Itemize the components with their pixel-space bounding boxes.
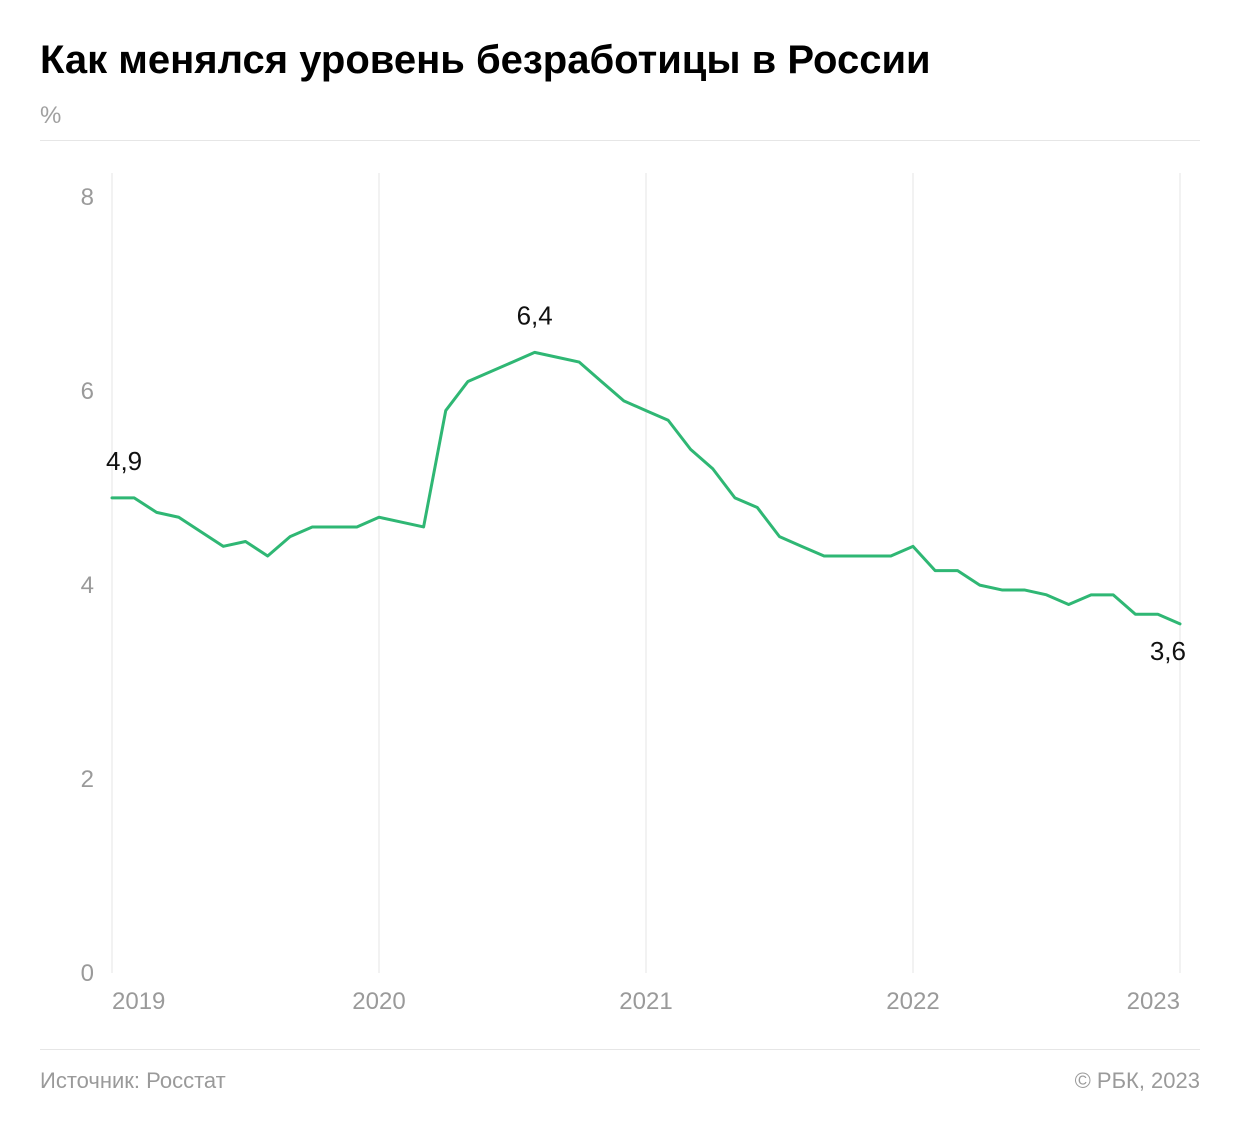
copyright-label: © РБК, 2023 bbox=[1075, 1068, 1200, 1094]
point-annotation: 3,6 bbox=[1150, 636, 1186, 666]
y-tick-label: 6 bbox=[81, 378, 94, 405]
point-annotation: 6,4 bbox=[517, 300, 553, 330]
y-tick-label: 4 bbox=[81, 572, 94, 599]
x-tick-label: 2021 bbox=[619, 988, 672, 1015]
source-label: Источник: Росстат bbox=[40, 1068, 226, 1094]
source-name: Росстат bbox=[146, 1068, 226, 1093]
chart-area: 2019 2020 2021 2022 2023 0 2 4 6 8 4,9 6,4 3,6 bbox=[40, 153, 1200, 1033]
line-chart-svg: 2019 2020 2021 2022 2023 0 2 4 6 8 4,9 6,4 3,6 bbox=[40, 153, 1200, 1033]
footer: Источник: Росстат © РБК, 2023 bbox=[40, 1050, 1200, 1094]
y-tick-label: 2 bbox=[81, 766, 94, 793]
chart-card: Как менялся уровень безработицы в России… bbox=[0, 0, 1240, 1148]
x-tick-label: 2019 bbox=[112, 988, 165, 1015]
y-tick-label: 0 bbox=[81, 960, 94, 987]
divider-top bbox=[40, 140, 1200, 141]
y-axis-unit-label: % bbox=[40, 102, 1200, 130]
source-prefix: Источник: bbox=[40, 1068, 146, 1093]
chart-title: Как менялся уровень безработицы в России bbox=[40, 36, 1200, 84]
x-tick-label: 2020 bbox=[352, 988, 405, 1015]
x-tick-label: 2023 bbox=[1127, 988, 1180, 1015]
x-tick-label: 2022 bbox=[886, 988, 939, 1015]
point-annotation: 4,9 bbox=[106, 446, 142, 476]
y-tick-label: 8 bbox=[81, 184, 94, 211]
